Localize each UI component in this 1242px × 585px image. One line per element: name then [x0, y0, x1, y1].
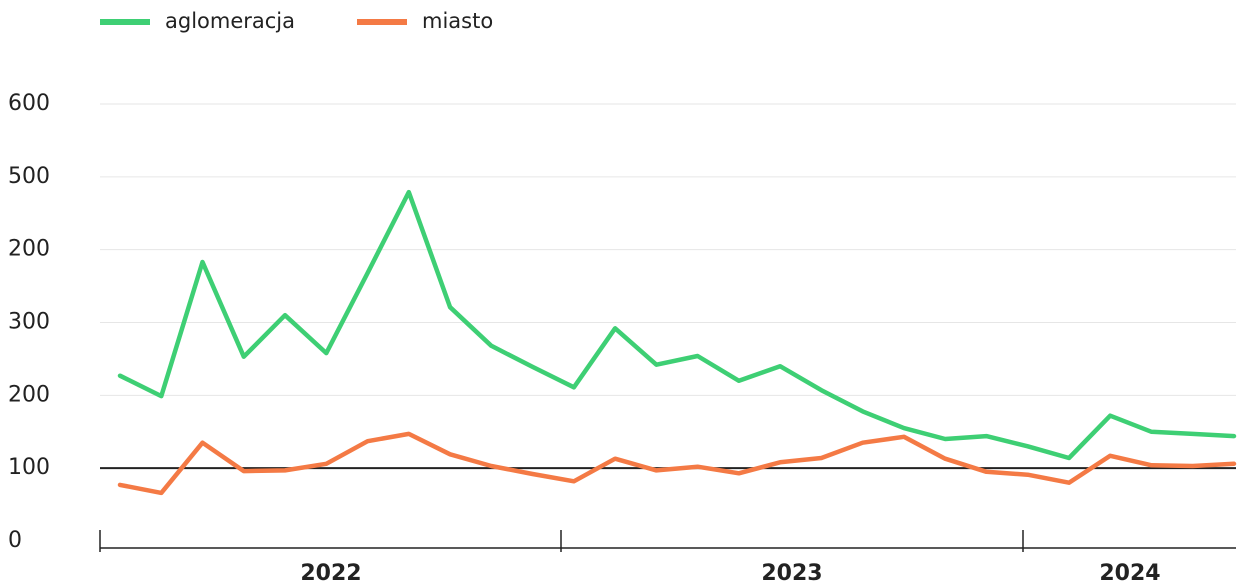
y-tick-label: 100	[8, 455, 50, 480]
line-series	[117, 431, 1237, 496]
legend-label: aglomeracja	[165, 9, 295, 33]
y-tick-label: 500	[8, 164, 50, 189]
x-group-label: 2024	[1099, 561, 1160, 585]
x-group-label: 2023	[761, 561, 822, 585]
y-tick-label: 200	[8, 382, 50, 407]
y-tick-label: 0	[8, 528, 22, 553]
line-series	[117, 189, 1237, 461]
legend-label: miasto	[422, 9, 493, 33]
y-tick-label: 200	[8, 237, 50, 262]
y-tick-label: 300	[8, 310, 50, 335]
y-tick-label: 600	[8, 91, 50, 116]
x-group-label: 2022	[300, 561, 361, 585]
